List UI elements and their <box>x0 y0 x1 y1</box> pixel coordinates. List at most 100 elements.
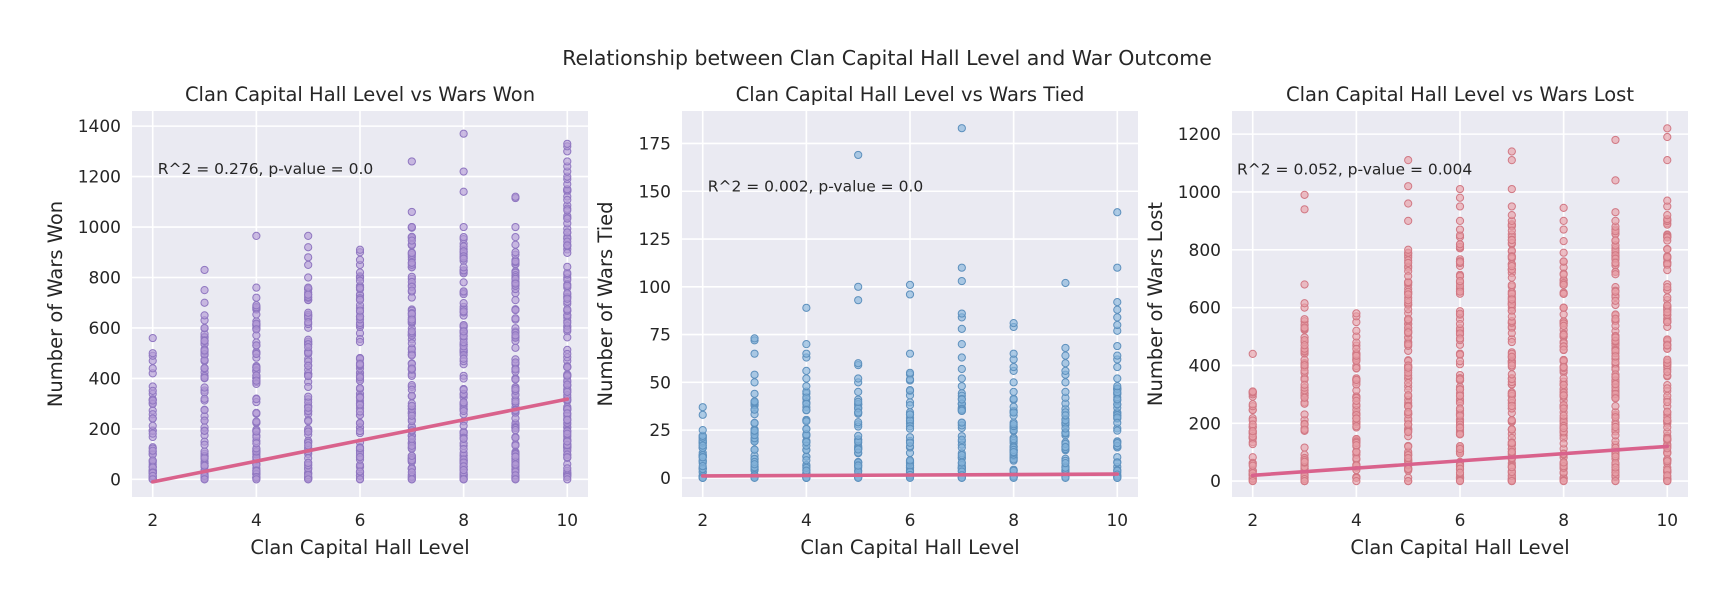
scatter-point <box>563 195 572 205</box>
y-tick-label: 175 <box>639 134 671 154</box>
scatter-point <box>957 443 966 452</box>
scatter-point <box>355 383 365 393</box>
scatter-point <box>407 207 416 217</box>
scatter-point <box>304 417 313 426</box>
scatter-point <box>750 426 759 435</box>
scatter-point <box>1611 402 1620 411</box>
scatter-point <box>1404 391 1413 400</box>
scatter-point <box>459 421 468 430</box>
scatter-point <box>1611 413 1620 422</box>
scatter-point <box>200 475 209 484</box>
scatter-point <box>459 475 468 484</box>
y-tick-label: 1000 <box>78 218 121 238</box>
scatter-point <box>802 405 811 415</box>
scatter-point <box>957 395 966 404</box>
scatter-point <box>1061 343 1070 353</box>
subplot-1: 2 4 6 8 10 0 200 400 600 800 1000 1200 1400 R^2 = 0.2… <box>44 83 588 559</box>
scatter-point <box>148 414 157 423</box>
scatter-point <box>1404 216 1413 225</box>
scatter-point <box>511 240 520 249</box>
scatter-point <box>563 305 572 314</box>
scatter-point <box>511 397 520 406</box>
scatter-point <box>563 475 572 484</box>
scatter-point <box>563 363 572 372</box>
scatter-point <box>511 233 520 242</box>
scatter-point <box>1113 439 1122 448</box>
y-tick-label: 75 <box>649 326 671 346</box>
scatter-point <box>1404 258 1413 268</box>
scatter-point <box>252 231 261 240</box>
scatter-point <box>355 276 365 285</box>
scatter-point <box>1300 476 1309 486</box>
scatter-point <box>1248 349 1257 358</box>
scatter-point <box>1455 319 1465 329</box>
y-tick-label: 50 <box>649 373 671 393</box>
scatter-point <box>1404 315 1413 324</box>
scatter-point <box>407 315 416 324</box>
scatter-point <box>1559 225 1568 234</box>
scatter-point <box>200 447 209 456</box>
scatter-point <box>1559 439 1568 448</box>
scatter-point <box>1300 299 1309 308</box>
scatter-point <box>1404 290 1413 299</box>
scatter-point <box>957 406 966 415</box>
scatter-point <box>750 334 759 343</box>
x-tick-label: 8 <box>1008 511 1019 531</box>
y-tick-label: 0 <box>1210 472 1221 492</box>
scatter-point <box>511 433 520 442</box>
scatter-point <box>1404 442 1413 451</box>
scatter-point <box>355 255 365 264</box>
scatter-point <box>407 236 416 245</box>
scatter-point <box>407 286 416 295</box>
scatter-point <box>1507 236 1516 245</box>
y-tick-label: 1400 <box>78 117 121 137</box>
regression-line <box>150 397 570 484</box>
scatter-point <box>1663 245 1672 254</box>
scatter-point <box>1559 356 1568 365</box>
figure-title: Relationship between Clan Capital Hall L… <box>562 46 1212 70</box>
scatter-point <box>1559 321 1568 331</box>
y-tick-label: 1200 <box>78 168 121 188</box>
scatter-point <box>698 441 707 450</box>
scatter-point <box>1559 423 1568 433</box>
scatter-point <box>1663 416 1672 425</box>
scatter-point <box>1300 323 1309 332</box>
scatter-point <box>1009 420 1018 429</box>
scatter-point <box>459 287 468 296</box>
scatter-point <box>459 222 468 232</box>
regression-line <box>700 472 1120 478</box>
y-tick-label: 400 <box>1189 356 1221 376</box>
scatter-point <box>1404 363 1413 372</box>
scatter-point <box>252 395 261 404</box>
scatter-point <box>355 443 365 453</box>
x-tick-label: 2 <box>697 511 708 531</box>
scatter-point <box>355 407 365 416</box>
scatter-point <box>148 349 157 358</box>
scatter-point <box>1352 422 1361 431</box>
scatter-point <box>802 456 811 465</box>
scatter-point <box>148 364 157 373</box>
scatter-point <box>563 371 572 380</box>
scatter-point <box>1061 459 1070 468</box>
scatter-point <box>1507 401 1516 410</box>
scatter-point <box>1455 309 1465 318</box>
y-tick-label: 0 <box>660 469 671 489</box>
scatter-point <box>1663 266 1672 275</box>
scatter-point <box>563 241 572 250</box>
scatter-point <box>1663 283 1672 292</box>
scatter-point <box>1663 318 1672 327</box>
stats-annotation: R^2 = 0.002, p-value = 0.0 <box>708 177 924 195</box>
scatter-point <box>563 380 572 389</box>
scatter-point <box>1507 147 1516 156</box>
scatter-point <box>1455 391 1465 400</box>
scatter-point <box>1611 314 1620 323</box>
scatter-point <box>1455 357 1465 366</box>
scatter-point <box>1507 184 1516 194</box>
scatter-point <box>698 426 707 435</box>
scatter-point <box>1300 425 1309 434</box>
scatter-point <box>563 139 572 148</box>
scatter-points <box>698 124 1122 482</box>
scatter-point <box>459 129 468 138</box>
scatter-point <box>459 299 468 308</box>
